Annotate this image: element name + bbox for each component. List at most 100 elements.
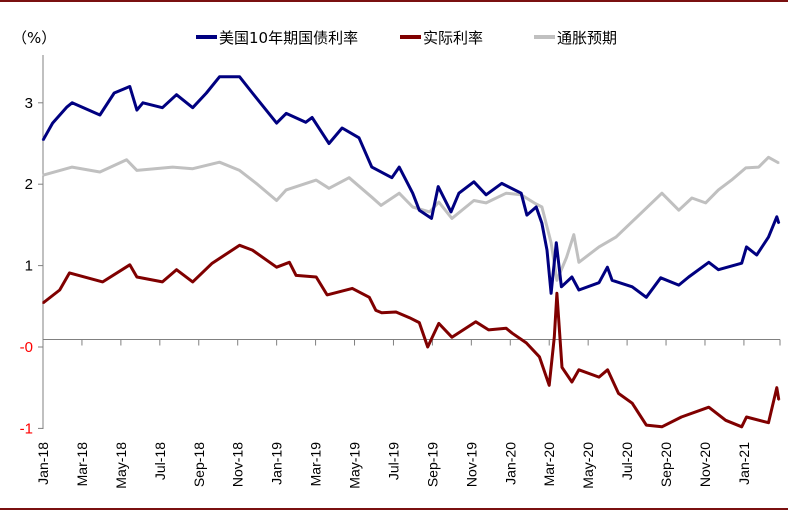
series-1 xyxy=(42,243,781,429)
data-point xyxy=(755,254,758,256)
series-2 xyxy=(42,155,780,282)
data-point xyxy=(661,425,663,428)
data-point xyxy=(645,296,648,299)
data-point xyxy=(745,246,748,248)
data-point xyxy=(129,85,131,88)
data-point xyxy=(136,276,138,278)
data-point xyxy=(730,179,733,181)
data-point xyxy=(255,182,258,185)
data-point xyxy=(487,329,490,331)
data-point xyxy=(136,109,138,111)
x-tick-label: Jan-19 xyxy=(269,442,285,485)
legend-label: 实际利率 xyxy=(423,29,483,47)
legend-label: 通胀预期 xyxy=(557,29,617,47)
data-point xyxy=(538,355,541,358)
data-point xyxy=(238,244,241,247)
data-point xyxy=(511,332,514,334)
data-point xyxy=(550,292,552,295)
data-point xyxy=(129,263,131,266)
y-tick-label: 3 xyxy=(25,95,33,112)
data-point xyxy=(371,196,373,199)
data-point xyxy=(426,346,429,348)
data-point xyxy=(708,406,710,409)
x-tick-label: Jul-19 xyxy=(385,442,401,480)
data-point xyxy=(777,222,780,225)
data-point xyxy=(546,249,548,251)
data-point xyxy=(285,112,288,115)
data-point xyxy=(191,167,194,170)
x-tick-label: May-20 xyxy=(580,442,596,489)
data-point xyxy=(541,206,543,208)
data-point xyxy=(315,276,318,278)
data-point xyxy=(411,192,414,194)
data-point xyxy=(598,376,600,378)
series-line xyxy=(42,243,781,429)
x-tick-label: Jan-21 xyxy=(736,442,752,485)
x-tick-label: May-18 xyxy=(113,442,129,489)
data-point xyxy=(251,92,254,94)
data-point xyxy=(659,277,662,279)
legend-label: 美国10年期国债利率 xyxy=(219,29,358,47)
data-point xyxy=(211,262,214,264)
data-point xyxy=(745,416,748,418)
data-point xyxy=(371,166,373,168)
data-point xyxy=(500,182,503,185)
data-point xyxy=(191,281,194,283)
data-point xyxy=(398,192,401,194)
data-point xyxy=(451,217,453,220)
data-point xyxy=(617,392,620,395)
data-point xyxy=(136,169,138,172)
unit-label: （%） xyxy=(12,29,56,47)
data-point xyxy=(275,199,278,202)
data-point xyxy=(611,279,613,282)
x-axis-ticks: Jan-18 Mar-18 May-18 Jul-18 Sep-18 Nov-18 Jan-… xyxy=(35,339,781,489)
data-point xyxy=(573,233,575,236)
series-lines xyxy=(41,75,781,429)
data-point xyxy=(326,294,328,296)
x-tick-label: Jan-18 xyxy=(35,442,51,485)
data-point xyxy=(428,211,431,213)
data-point xyxy=(218,75,221,78)
data-point xyxy=(71,166,73,168)
data-point xyxy=(275,266,278,269)
data-point xyxy=(458,192,460,194)
data-point xyxy=(565,256,568,259)
data-point xyxy=(175,93,178,96)
data-point xyxy=(191,106,194,109)
data-point xyxy=(375,309,377,312)
data-point xyxy=(391,176,393,179)
data-point xyxy=(505,327,507,330)
y-tick-label: -1 xyxy=(20,420,33,437)
data-point xyxy=(238,75,241,78)
x-tick-label: May-19 xyxy=(347,442,363,489)
data-point xyxy=(295,274,297,277)
data-point xyxy=(218,161,221,164)
data-point xyxy=(473,199,475,202)
data-point xyxy=(358,137,360,139)
data-point xyxy=(113,92,116,94)
data-point xyxy=(645,424,648,426)
data-point xyxy=(99,114,101,116)
data-point xyxy=(678,284,680,286)
x-tick-label: Jul-18 xyxy=(152,442,168,480)
data-point xyxy=(304,121,307,124)
data-point xyxy=(691,197,693,199)
data-point xyxy=(777,162,780,164)
data-point xyxy=(650,202,653,204)
data-point xyxy=(418,321,421,324)
data-point xyxy=(285,189,288,191)
x-tick-label: Sep-18 xyxy=(191,442,207,487)
data-point xyxy=(548,384,551,387)
data-point xyxy=(535,206,537,208)
x-tick-label: Nov-20 xyxy=(697,442,713,487)
data-point xyxy=(776,386,778,389)
data-point xyxy=(717,268,720,271)
data-point xyxy=(101,281,104,283)
data-point xyxy=(767,236,770,238)
data-point xyxy=(520,192,522,194)
data-point xyxy=(631,285,634,288)
data-point xyxy=(571,276,573,278)
data-point xyxy=(395,311,397,313)
data-point xyxy=(328,187,330,190)
data-point xyxy=(740,425,743,428)
